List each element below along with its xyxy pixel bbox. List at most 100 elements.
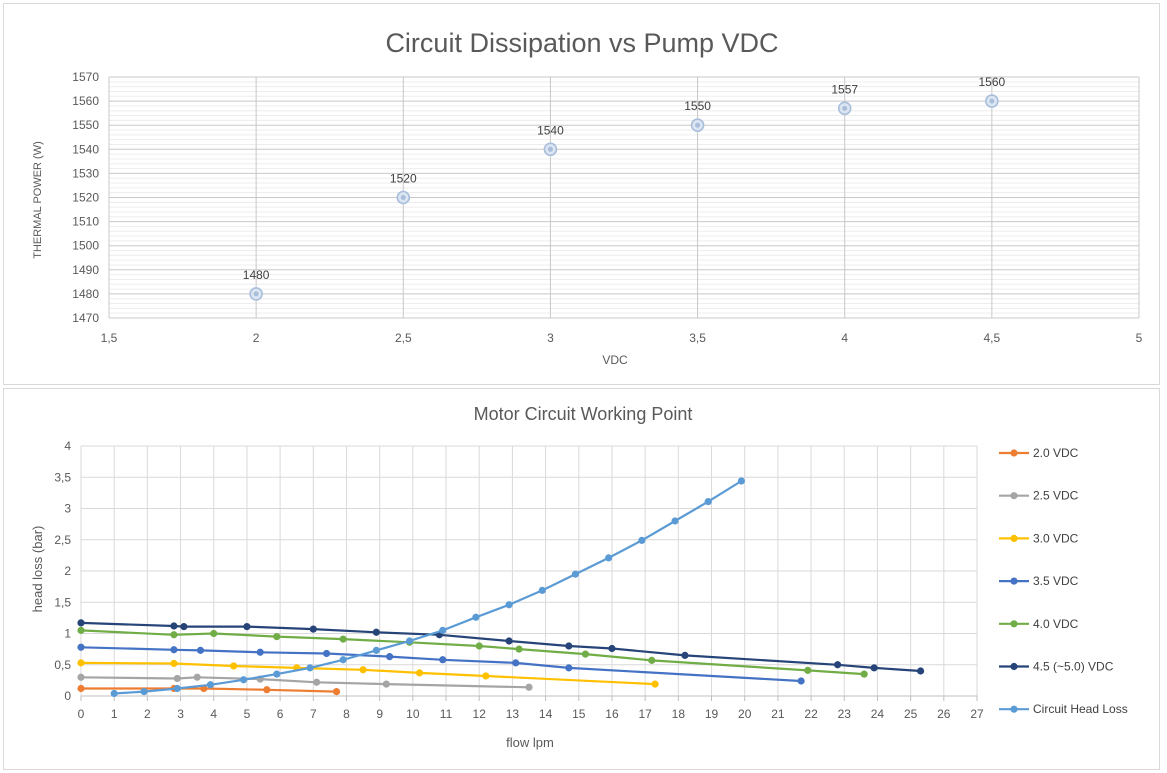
y-tick-label: 1540 [72,142,99,156]
data-label: 1480 [243,268,270,282]
data-label: 1560 [979,75,1006,89]
x-axis-label: flow lpm [506,735,554,750]
legend-label: 3.5 VDC [1033,574,1079,588]
x-tick-label: 1,5 [101,331,118,345]
y-tick-label: 1480 [72,287,99,301]
data-point [273,670,281,678]
data-label: 1540 [537,123,564,137]
data-point [405,637,414,645]
data-point-core [253,291,259,297]
y-tick-label: 1500 [72,239,99,253]
data-point [273,633,281,641]
data-point [525,683,533,691]
data-point [306,664,314,672]
series-line [80,621,921,673]
data-point [415,669,424,677]
x-tick-label: 4 [210,707,217,721]
y-tick-label: 1470 [72,311,99,325]
legend-label: 2.0 VDC [1033,446,1079,460]
x-tick-label: 6 [277,707,284,721]
x-tick-label: 18 [672,707,686,721]
data-point [605,554,613,562]
data-point [77,673,85,681]
x-tick-label: 9 [376,707,383,721]
data-point [206,681,215,689]
plot-area: 1470 1480 1490 1500 1510 1520 1530 1540 1550 1560… [72,70,1142,345]
data-point [870,664,878,672]
y-tick-label: 2,5 [54,533,71,547]
y-tick-label: 1570 [72,70,99,84]
series [77,626,868,678]
series-line [80,629,865,676]
data-point [482,672,490,680]
data-point [475,642,483,650]
data-point [916,667,925,675]
data-label: 1557 [831,82,858,96]
x-tick-label: 3,5 [689,331,706,345]
data-point [681,651,689,659]
data-point [439,626,447,634]
data-point [170,631,178,639]
data-point [240,676,248,684]
series-line [80,676,530,689]
data-point [243,623,251,631]
x-tick-label: 20 [738,707,752,721]
y-tick-label: 1,5 [54,595,71,609]
series-line [114,480,742,695]
data-point [193,673,201,681]
x-tick-label: 24 [871,707,885,721]
y-tick-label: 1550 [72,118,99,132]
working-point-chart: Motor Circuit Working Point flow lpm hea… [30,404,1128,750]
legend-label: 4.0 VDC [1033,617,1079,631]
x-tick-label: 19 [705,707,719,721]
data-point [77,626,85,634]
x-tick-label: 5 [1136,331,1143,345]
thermal-power-chart: Circuit Dissipation vs Pump VDC VDC THER… [32,28,1143,367]
legend-swatch-marker [1010,705,1018,713]
legend-label: Circuit Head Loss [1033,702,1128,716]
data-point [256,648,264,656]
data-point [439,656,447,664]
data-point [737,477,745,485]
data-point [110,689,118,698]
data-point [372,628,380,636]
series-line [80,661,656,686]
y-tick-label: 4 [64,439,71,453]
data-point [704,498,712,506]
y-tick-label: 1560 [72,94,99,108]
series [110,477,745,698]
data-point [581,650,590,658]
data-point [538,586,546,594]
data-point [386,653,394,661]
legend-swatch-marker [1010,577,1018,585]
data-point [638,536,646,544]
x-tick-label: 3 [177,707,184,721]
legend-label: 3.0 VDC [1033,531,1079,545]
y-tick-label: 3,5 [54,470,71,484]
data-point [313,678,321,686]
data-point [512,659,520,667]
data-point [834,661,842,669]
data-point [648,656,656,664]
thermal-power-chart-panel: Circuit Dissipation vs Pump VDC VDC THER… [3,3,1160,385]
x-tick-label: 2,5 [395,331,412,345]
y-tick-label: 0,5 [54,658,71,672]
legend-swatch-marker [1010,534,1018,542]
x-tick-label: 21 [771,707,785,721]
legend-swatch-marker [1010,662,1018,671]
x-tick-label: 14 [539,707,553,721]
chart-title: Circuit Dissipation vs Pump VDC [385,28,778,58]
data-point [140,688,148,696]
data-point [322,649,331,658]
y-axis-label: head loss (bar) [30,526,45,613]
plot-area: 00,511,522,533,540 1 2 3 4 5 6 7 8 9 10 11 12 13 14 15 1… [54,439,984,721]
data-point [651,680,659,688]
working-point-chart-panel: Motor Circuit Working Point flow lpm hea… [3,388,1160,770]
data-point [170,622,178,630]
data-point [565,642,573,650]
legend-swatch-marker [1010,492,1018,500]
x-tick-label: 22 [804,707,818,721]
data-point [173,674,181,683]
data-label: 1520 [390,172,417,186]
legend-label: 2.5 VDC [1033,489,1079,503]
